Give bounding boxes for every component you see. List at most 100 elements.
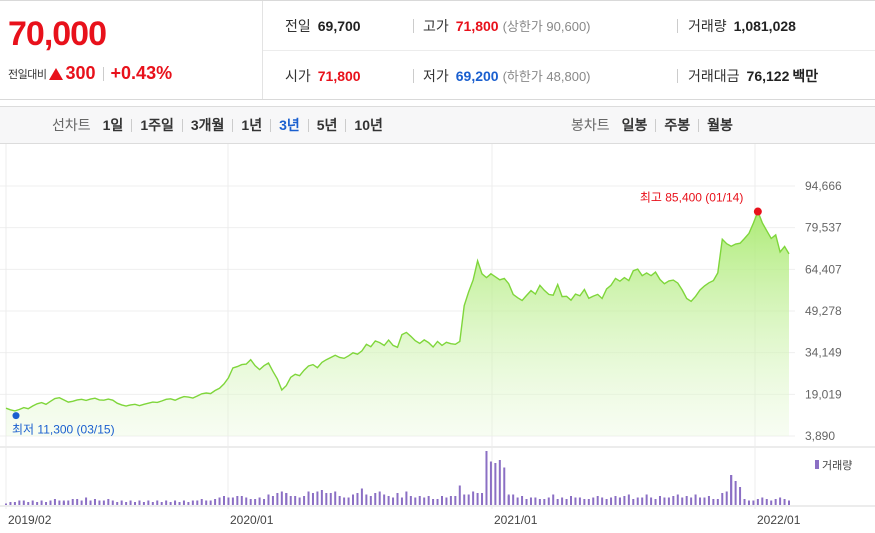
- volume-bar: [5, 503, 7, 505]
- volume-bar: [147, 500, 150, 505]
- volume-bar: [770, 500, 773, 505]
- y-tick-label: 94,666: [805, 179, 842, 193]
- stats-row-2: 시가 71,800 저가 69,200 (하한가 48,800) 거래대금 76…: [263, 51, 875, 101]
- volume-bar: [138, 500, 141, 505]
- tab-candle-1[interactable]: 일봉: [621, 117, 648, 133]
- volume-bar: [107, 499, 110, 505]
- volume-bar: [102, 500, 105, 505]
- volume-bar: [587, 499, 590, 505]
- tab-period-1[interactable]: 1일: [102, 117, 124, 133]
- volume-bar: [547, 497, 550, 505]
- volume-bar: [592, 497, 595, 505]
- low-label: 저가: [423, 68, 449, 84]
- volume-bar: [178, 502, 181, 505]
- volume-bar: [734, 481, 737, 505]
- volume-bar: [325, 493, 328, 505]
- divider: [181, 118, 183, 132]
- max-price-label: 최고 85,400 (01/14): [640, 191, 743, 205]
- price-chart[interactable]: 94,666 79,537 64,407 49,278 34,149 19,019 3,89…: [0, 144, 875, 533]
- volume-bar: [209, 500, 212, 505]
- volume-bar: [187, 502, 190, 505]
- lower-limit: (하한가 48,800): [502, 69, 591, 84]
- tab-candle-3[interactable]: 월봉: [707, 117, 733, 133]
- volume-bar: [383, 494, 386, 505]
- x-tick-label: 2020/01: [230, 513, 274, 527]
- volume-bar: [463, 494, 466, 505]
- volume-bar: [610, 497, 613, 505]
- volume-bar: [360, 488, 363, 505]
- volume-bar: [596, 496, 599, 505]
- volume-bar: [725, 491, 728, 505]
- volume-bar: [672, 496, 675, 505]
- volume-bar: [538, 499, 541, 505]
- volume-bar: [156, 500, 159, 505]
- volume-bar: [481, 493, 484, 505]
- prev-close-value: 69,700: [317, 17, 361, 34]
- volume-bar: [53, 499, 56, 505]
- volume-bar: [512, 494, 515, 505]
- volume-bar: [449, 496, 452, 505]
- volume-bar: [245, 497, 248, 505]
- tab-period-6[interactable]: 5년: [316, 117, 338, 133]
- tab-period-4[interactable]: 1년: [241, 117, 263, 133]
- volume-bar: [783, 499, 786, 505]
- low-value: 69,200: [455, 68, 499, 84]
- divider: [270, 118, 272, 132]
- stats-row-1: 전일 69,700 고가 71,800 (상한가 90,600) 거래량 1,0…: [263, 1, 875, 51]
- volume-bar: [521, 496, 524, 505]
- tab-period-7[interactable]: 10년: [354, 117, 383, 133]
- volume-bar: [218, 497, 221, 505]
- price-line: [5, 209, 790, 412]
- upper-limit: (상한가 90,600): [502, 18, 591, 34]
- volume-bar: [231, 497, 234, 505]
- min-price-label: 최저 11,300 (03/15): [12, 423, 115, 437]
- tab-period-2[interactable]: 1주일: [140, 117, 174, 133]
- line-chart-periods: 선차트 1일 1주일 3개월 1년 3년 5년 10년: [52, 107, 383, 143]
- volume-bar: [89, 500, 92, 505]
- candle-chart-label: 봉차트: [571, 117, 610, 133]
- divider: [345, 118, 347, 132]
- volume-bar: [276, 493, 279, 505]
- amount-value: 76,122: [746, 68, 790, 84]
- volume-bar: [730, 475, 733, 505]
- volume-bar: [650, 497, 653, 505]
- prev-close-label: 전일: [285, 17, 311, 34]
- volume-bar: [222, 496, 225, 505]
- tab-period-5[interactable]: 3년: [279, 117, 300, 133]
- volume-bar: [45, 502, 48, 505]
- volume-bar: [654, 499, 657, 505]
- volume-bar: [160, 502, 163, 505]
- volume-bar: [618, 497, 621, 505]
- amount-unit: 백만: [792, 68, 819, 84]
- volume-bar: [263, 499, 266, 505]
- day-high: 고가 71,800 (상한가 90,600): [423, 16, 591, 36]
- volume-bar: [414, 497, 417, 505]
- change-rate: +0.43%: [110, 63, 173, 83]
- line-chart-label: 선차트: [52, 117, 91, 133]
- volume-bar: [9, 502, 12, 505]
- volume-bar: [374, 493, 377, 505]
- volume-bar: [529, 497, 532, 505]
- open-label: 시가: [285, 68, 311, 84]
- tab-period-3[interactable]: 3개월: [190, 117, 225, 133]
- volume-bar: [125, 502, 128, 505]
- volume-bar: [583, 499, 586, 505]
- price-summary: 70,000 전일대비 300 +0.43%: [0, 1, 263, 99]
- volume-bar: [93, 499, 96, 505]
- volume-bar: [467, 494, 470, 505]
- volume-bar: [427, 496, 430, 505]
- volume-bar: [111, 500, 114, 505]
- tab-candle-2[interactable]: 주봉: [664, 117, 691, 133]
- divider: [232, 118, 234, 132]
- volume-bar: [205, 500, 208, 505]
- price-area: [6, 211, 789, 436]
- volume-bar: [423, 497, 426, 505]
- volume-bar: [267, 494, 270, 505]
- volume-bar: [681, 497, 684, 505]
- y-tick-label: 64,407: [805, 262, 842, 276]
- volume-bar: [334, 491, 337, 505]
- volume-bar: [98, 500, 101, 505]
- volume-bar: [303, 496, 306, 505]
- change-label: 전일대비: [8, 68, 47, 81]
- up-triangle-icon: [49, 67, 64, 80]
